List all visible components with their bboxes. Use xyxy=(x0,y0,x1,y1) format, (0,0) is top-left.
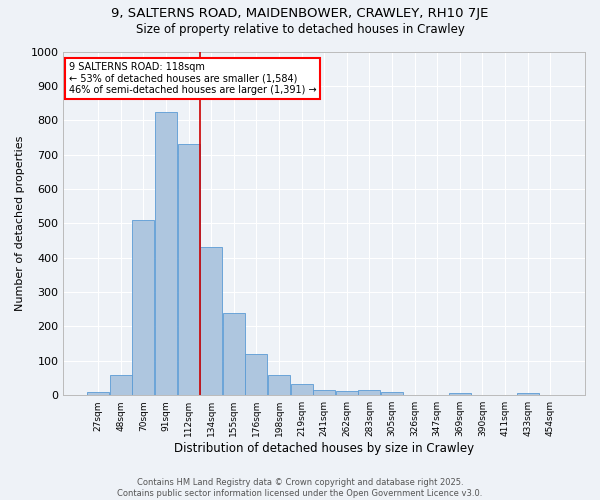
Bar xyxy=(110,374,131,395)
Bar xyxy=(358,390,380,395)
Bar xyxy=(517,394,539,395)
Bar xyxy=(245,354,268,395)
Bar xyxy=(449,394,471,395)
Bar xyxy=(223,312,245,395)
Text: Size of property relative to detached houses in Crawley: Size of property relative to detached ho… xyxy=(136,22,464,36)
Text: 9 SALTERNS ROAD: 118sqm
← 53% of detached houses are smaller (1,584)
46% of semi: 9 SALTERNS ROAD: 118sqm ← 53% of detache… xyxy=(68,62,316,95)
Y-axis label: Number of detached properties: Number of detached properties xyxy=(15,136,25,311)
Bar xyxy=(268,376,290,395)
Bar xyxy=(381,392,403,395)
X-axis label: Distribution of detached houses by size in Crawley: Distribution of detached houses by size … xyxy=(174,442,474,455)
Bar xyxy=(133,220,154,395)
Bar xyxy=(290,384,313,395)
Bar xyxy=(200,248,222,395)
Bar xyxy=(313,390,335,395)
Bar xyxy=(336,391,358,395)
Text: 9, SALTERNS ROAD, MAIDENBOWER, CRAWLEY, RH10 7JE: 9, SALTERNS ROAD, MAIDENBOWER, CRAWLEY, … xyxy=(112,8,488,20)
Text: Contains HM Land Registry data © Crown copyright and database right 2025.
Contai: Contains HM Land Registry data © Crown c… xyxy=(118,478,482,498)
Bar xyxy=(178,144,200,395)
Bar xyxy=(155,112,177,395)
Bar xyxy=(87,392,109,395)
